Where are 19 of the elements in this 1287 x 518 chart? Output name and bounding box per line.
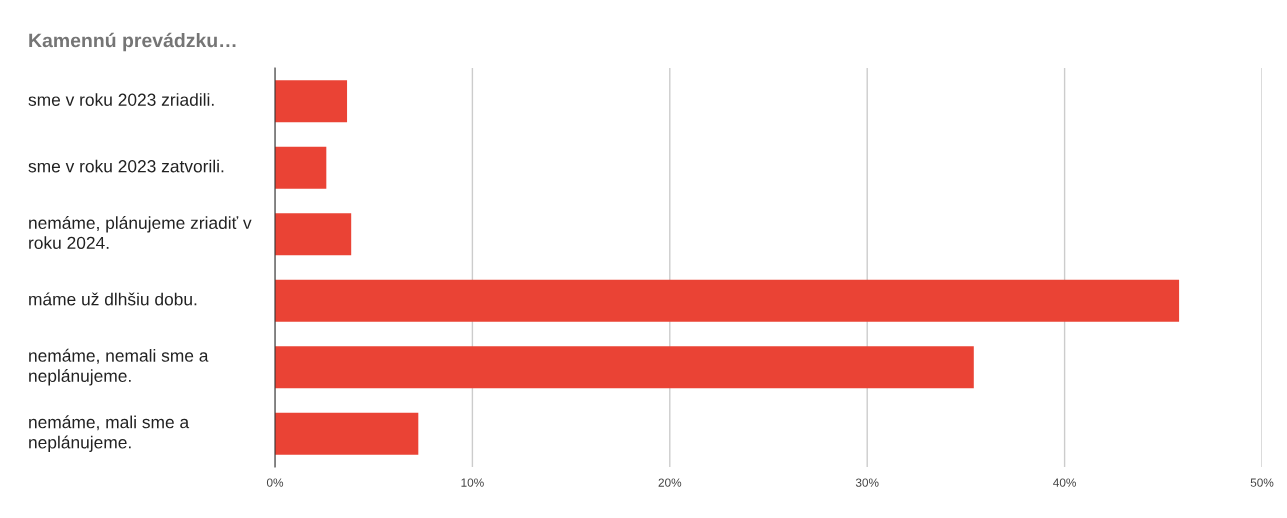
y-tick-label: nemáme, plánujeme zriadiť v roku 2024. <box>29 216 252 249</box>
x-tick-label: 50% <box>1250 478 1274 487</box>
x-tick-label: 40% <box>1053 478 1076 487</box>
x-tick-label: 20% <box>658 478 682 487</box>
bar <box>275 146 327 189</box>
bar <box>275 412 419 455</box>
bar <box>275 213 352 256</box>
bar <box>275 80 348 123</box>
x-tick-label: 30% <box>855 478 879 487</box>
x-tick-label: 10% <box>461 478 484 487</box>
y-tick-label: sme v roku 2023 zatvorili. <box>28 159 224 173</box>
bar <box>275 279 1180 322</box>
y-tick-label: nemáme, mali sme a neplánujeme. <box>29 415 190 452</box>
x-tick-label: 0% <box>266 478 284 487</box>
y-tick-label: nemáme, nemali sme a neplánujeme. <box>29 348 209 386</box>
chart-title: Kamennú prevádzku… <box>29 32 236 52</box>
y-tick-label: sme v roku 2023 zriadili. <box>28 93 214 106</box>
y-tick-label: máme už dlhšiu dobu. <box>29 292 197 306</box>
bar <box>275 346 974 389</box>
